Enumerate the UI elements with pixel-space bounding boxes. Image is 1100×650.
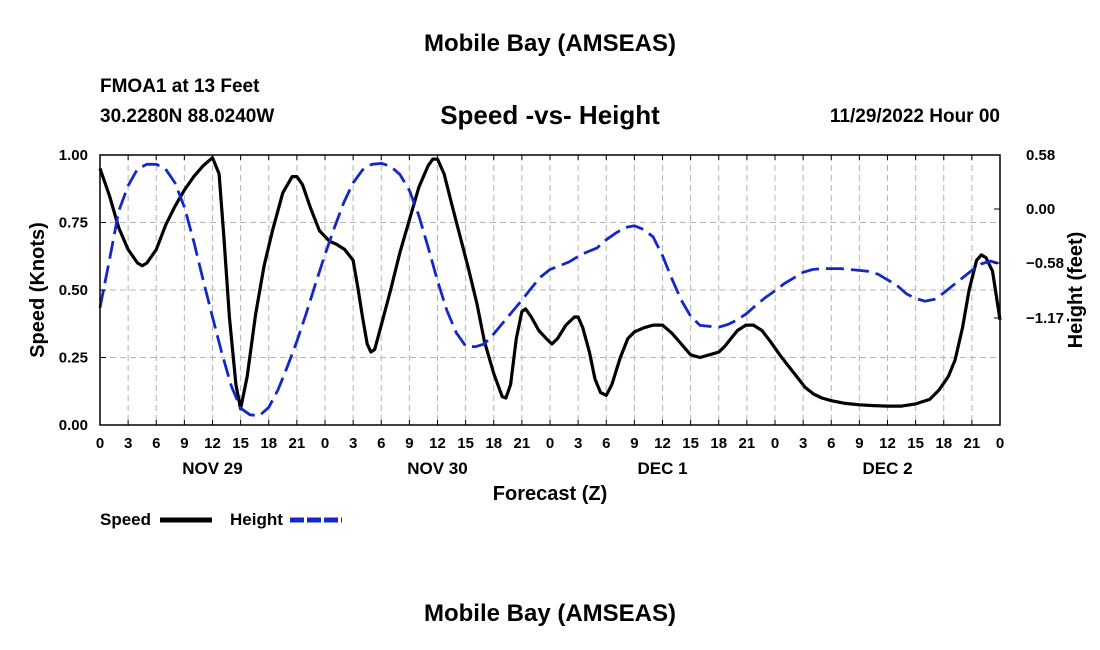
x-tick-label: 3 bbox=[799, 435, 807, 452]
x-tick-label: 0 bbox=[321, 435, 329, 452]
x-tick-label: 6 bbox=[827, 435, 835, 452]
x-tick-label: 6 bbox=[602, 435, 610, 452]
date-label: NOV 30 bbox=[407, 459, 467, 478]
x-tick-label: 12 bbox=[204, 435, 221, 452]
x-axis-label: Forecast (Z) bbox=[493, 483, 607, 505]
x-tick-label: 15 bbox=[232, 435, 249, 452]
date-label: DEC 1 bbox=[637, 459, 687, 478]
left-tick-label: 0.75 bbox=[59, 215, 88, 232]
x-tick-label: 15 bbox=[682, 435, 699, 452]
x-tick-label: 21 bbox=[514, 435, 531, 452]
x-tick-label: 6 bbox=[152, 435, 160, 452]
x-tick-label: 3 bbox=[124, 435, 132, 452]
forecast-datetime: 11/29/2022 Hour 00 bbox=[829, 106, 1000, 127]
left-axis-label: Speed (Knots) bbox=[27, 222, 49, 358]
height-line bbox=[98, 162, 1001, 418]
date-ticks: NOV 29 NOV 30 DEC 1 DEC 2 bbox=[182, 459, 912, 478]
x-tick-label: 18 bbox=[935, 435, 952, 452]
date-label: DEC 2 bbox=[862, 459, 912, 478]
x-tick-label: 12 bbox=[879, 435, 896, 452]
x-tick-label: 18 bbox=[485, 435, 502, 452]
x-tick-label: 12 bbox=[429, 435, 446, 452]
x-tick-label: 0 bbox=[996, 435, 1004, 452]
legend-speed-label: Speed bbox=[100, 510, 151, 529]
x-tick-label: 15 bbox=[907, 435, 924, 452]
station-name: FMOA1 at 13 Feet bbox=[100, 76, 260, 97]
legend: Speed Height bbox=[100, 510, 342, 529]
x-tick-label: 21 bbox=[739, 435, 756, 452]
x-tick-label: 12 bbox=[654, 435, 671, 452]
x-tick-label: 9 bbox=[630, 435, 638, 452]
x-tick-label: 0 bbox=[771, 435, 779, 452]
x-tick-label: 3 bbox=[349, 435, 357, 452]
x-tick-label: 9 bbox=[855, 435, 863, 452]
x-tick-label: 21 bbox=[289, 435, 306, 452]
chart-title: Mobile Bay (AMSEAS) bbox=[423, 30, 677, 57]
x-tick-label: 0 bbox=[546, 435, 554, 452]
footer-title: Mobile Bay (AMSEAS) bbox=[423, 600, 677, 627]
x-tick-label: 9 bbox=[405, 435, 413, 452]
left-tick-label: 1.00 bbox=[59, 147, 88, 164]
x-tick-label: 21 bbox=[964, 435, 981, 452]
x-tick-label: 9 bbox=[180, 435, 188, 452]
x-tick-label: 18 bbox=[260, 435, 277, 452]
x-tick-label: 18 bbox=[710, 435, 727, 452]
right-axis-ticks: 0.58 0.00 −0.58 −1.17 bbox=[994, 147, 1064, 327]
right-tick-label: 0.58 bbox=[1026, 147, 1055, 164]
x-tick-label: 6 bbox=[377, 435, 385, 452]
chart-subtitle: Speed -vs- Height bbox=[440, 100, 660, 130]
left-axis-ticks: 0.00 0.25 0.50 0.75 1.00 bbox=[59, 147, 106, 434]
x-axis-ticks: 0 3 6 9 12 15 18 21 0 3 6 9 12 15 18 21 0 3 6 9 12 15 18 21 0 3 6 9… bbox=[96, 155, 1004, 452]
left-tick-label: 0.50 bbox=[59, 282, 88, 299]
x-tick-label: 15 bbox=[457, 435, 474, 452]
x-tick-label: 3 bbox=[574, 435, 582, 452]
speed-line bbox=[98, 156, 1002, 411]
date-label: NOV 29 bbox=[182, 459, 242, 478]
left-tick-label: 0.25 bbox=[59, 350, 88, 367]
right-tick-label: −1.17 bbox=[1026, 310, 1064, 327]
station-coordinates: 30.2280N 88.0240W bbox=[100, 106, 275, 127]
right-axis-label: Height (feet) bbox=[1065, 232, 1087, 349]
x-tick-label: 0 bbox=[96, 435, 104, 452]
left-tick-label: 0.00 bbox=[59, 417, 88, 434]
right-tick-label: 0.00 bbox=[1026, 201, 1055, 218]
legend-height-label: Height bbox=[230, 510, 283, 529]
right-tick-label: −0.58 bbox=[1026, 255, 1064, 272]
